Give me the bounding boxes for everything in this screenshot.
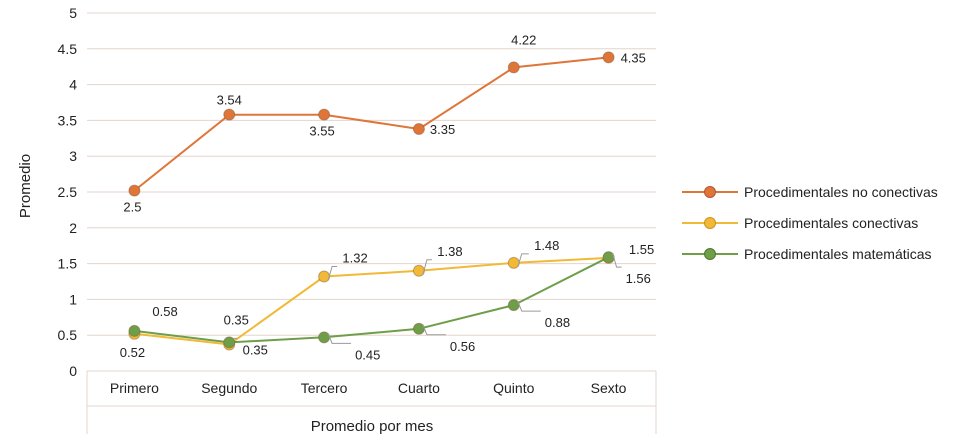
data-label: 1.55 [629, 242, 654, 257]
legend: Procedimentales no conectivas Procedimen… [682, 176, 938, 269]
y-tick-label: 0 [69, 363, 77, 379]
y-tick-label: 1.5 [58, 256, 78, 272]
y-tick-label: 2 [69, 220, 77, 236]
y-tick-label: 0.5 [58, 327, 78, 343]
x-tick-label: Segundo [201, 380, 257, 396]
legend-label: Procedimentales no conectivas [744, 183, 938, 200]
label-leader [422, 259, 432, 275]
data-point [507, 61, 520, 74]
x-tick-label: Sexto [591, 380, 627, 396]
legend-swatch-conectivas-icon [682, 216, 738, 229]
y-tick-label: 3 [69, 148, 77, 164]
data-label: 0.35 [224, 313, 249, 328]
data-label: 3.55 [309, 124, 334, 139]
data-point [412, 122, 425, 135]
label-leader [612, 253, 622, 268]
series-points [128, 51, 615, 351]
y-tick-label: 4.5 [58, 41, 78, 57]
label-leader [517, 253, 529, 268]
y-tick-label: 1 [69, 291, 77, 307]
legend-swatch-matematicas-icon [682, 247, 738, 260]
label-leader [422, 324, 446, 336]
label-leader-lines [233, 253, 622, 344]
y-axis-title: Promedio [17, 154, 34, 218]
data-label: 4.22 [511, 32, 536, 47]
legend-label: Procedimentales matemáticas [744, 245, 932, 262]
data-point [318, 108, 331, 121]
data-label: 2.5 [123, 200, 141, 215]
y-tick-label: 4 [69, 77, 77, 93]
label-leader [517, 300, 541, 312]
legend-label: Procedimentales conectivas [744, 214, 919, 231]
data-point [223, 108, 236, 121]
data-label: 3.54 [217, 93, 242, 108]
x-tick-label: Tercero [301, 380, 348, 396]
y-tick-label: 3.5 [58, 112, 78, 128]
data-point [223, 336, 236, 349]
data-label: 0.52 [120, 345, 145, 360]
legend-swatch-no-conectivas-icon [682, 185, 738, 198]
data-label: 0.45 [355, 347, 380, 362]
series-line-1 [134, 256, 609, 346]
y-axis-ticks: 0 0.5 1 1.5 2 2.5 3 3.5 4 4.5 5 [58, 5, 78, 379]
data-point [602, 51, 615, 64]
data-label: 3.35 [430, 122, 455, 137]
data-label: 0.88 [545, 315, 570, 330]
data-label: 4.35 [621, 50, 646, 65]
y-tick-label: 2.5 [58, 184, 78, 200]
legend-item-matematicas: Procedimentales matemáticas [682, 238, 938, 269]
data-label: 1.32 [342, 250, 367, 265]
legend-item-no-conectivas: Procedimentales no conectivas [682, 176, 938, 207]
data-point [128, 324, 141, 337]
x-axis: Primero Segundo Tercero Cuarto Quinto Sexto [86, 371, 657, 434]
data-label: 0.56 [450, 339, 475, 354]
label-leader [327, 333, 352, 344]
data-label: 0.35 [243, 342, 268, 357]
x-axis-title: Promedio por mes [311, 418, 434, 435]
data-point [128, 184, 141, 197]
data-label: 0.58 [152, 304, 177, 319]
series-line-0 [133, 56, 609, 192]
label-leader [327, 265, 338, 281]
series-lines [133, 56, 610, 346]
data-labels: 2.5 3.54 3.55 3.35 4.22 4.35 0.52 0.35 1.32 1.38 1… [120, 32, 654, 362]
data-label: 1.38 [437, 244, 462, 259]
x-tick-label: Quinto [493, 380, 534, 396]
y-tick-label: 5 [69, 5, 77, 21]
data-label: 1.56 [626, 271, 651, 286]
series-line-2 [134, 256, 610, 344]
x-tick-label: Cuarto [398, 380, 440, 396]
gridlines [87, 12, 656, 372]
legend-item-conectivas: Procedimentales conectivas [682, 207, 938, 238]
x-tick-label: Primero [110, 380, 159, 396]
data-label: 1.48 [534, 238, 559, 253]
